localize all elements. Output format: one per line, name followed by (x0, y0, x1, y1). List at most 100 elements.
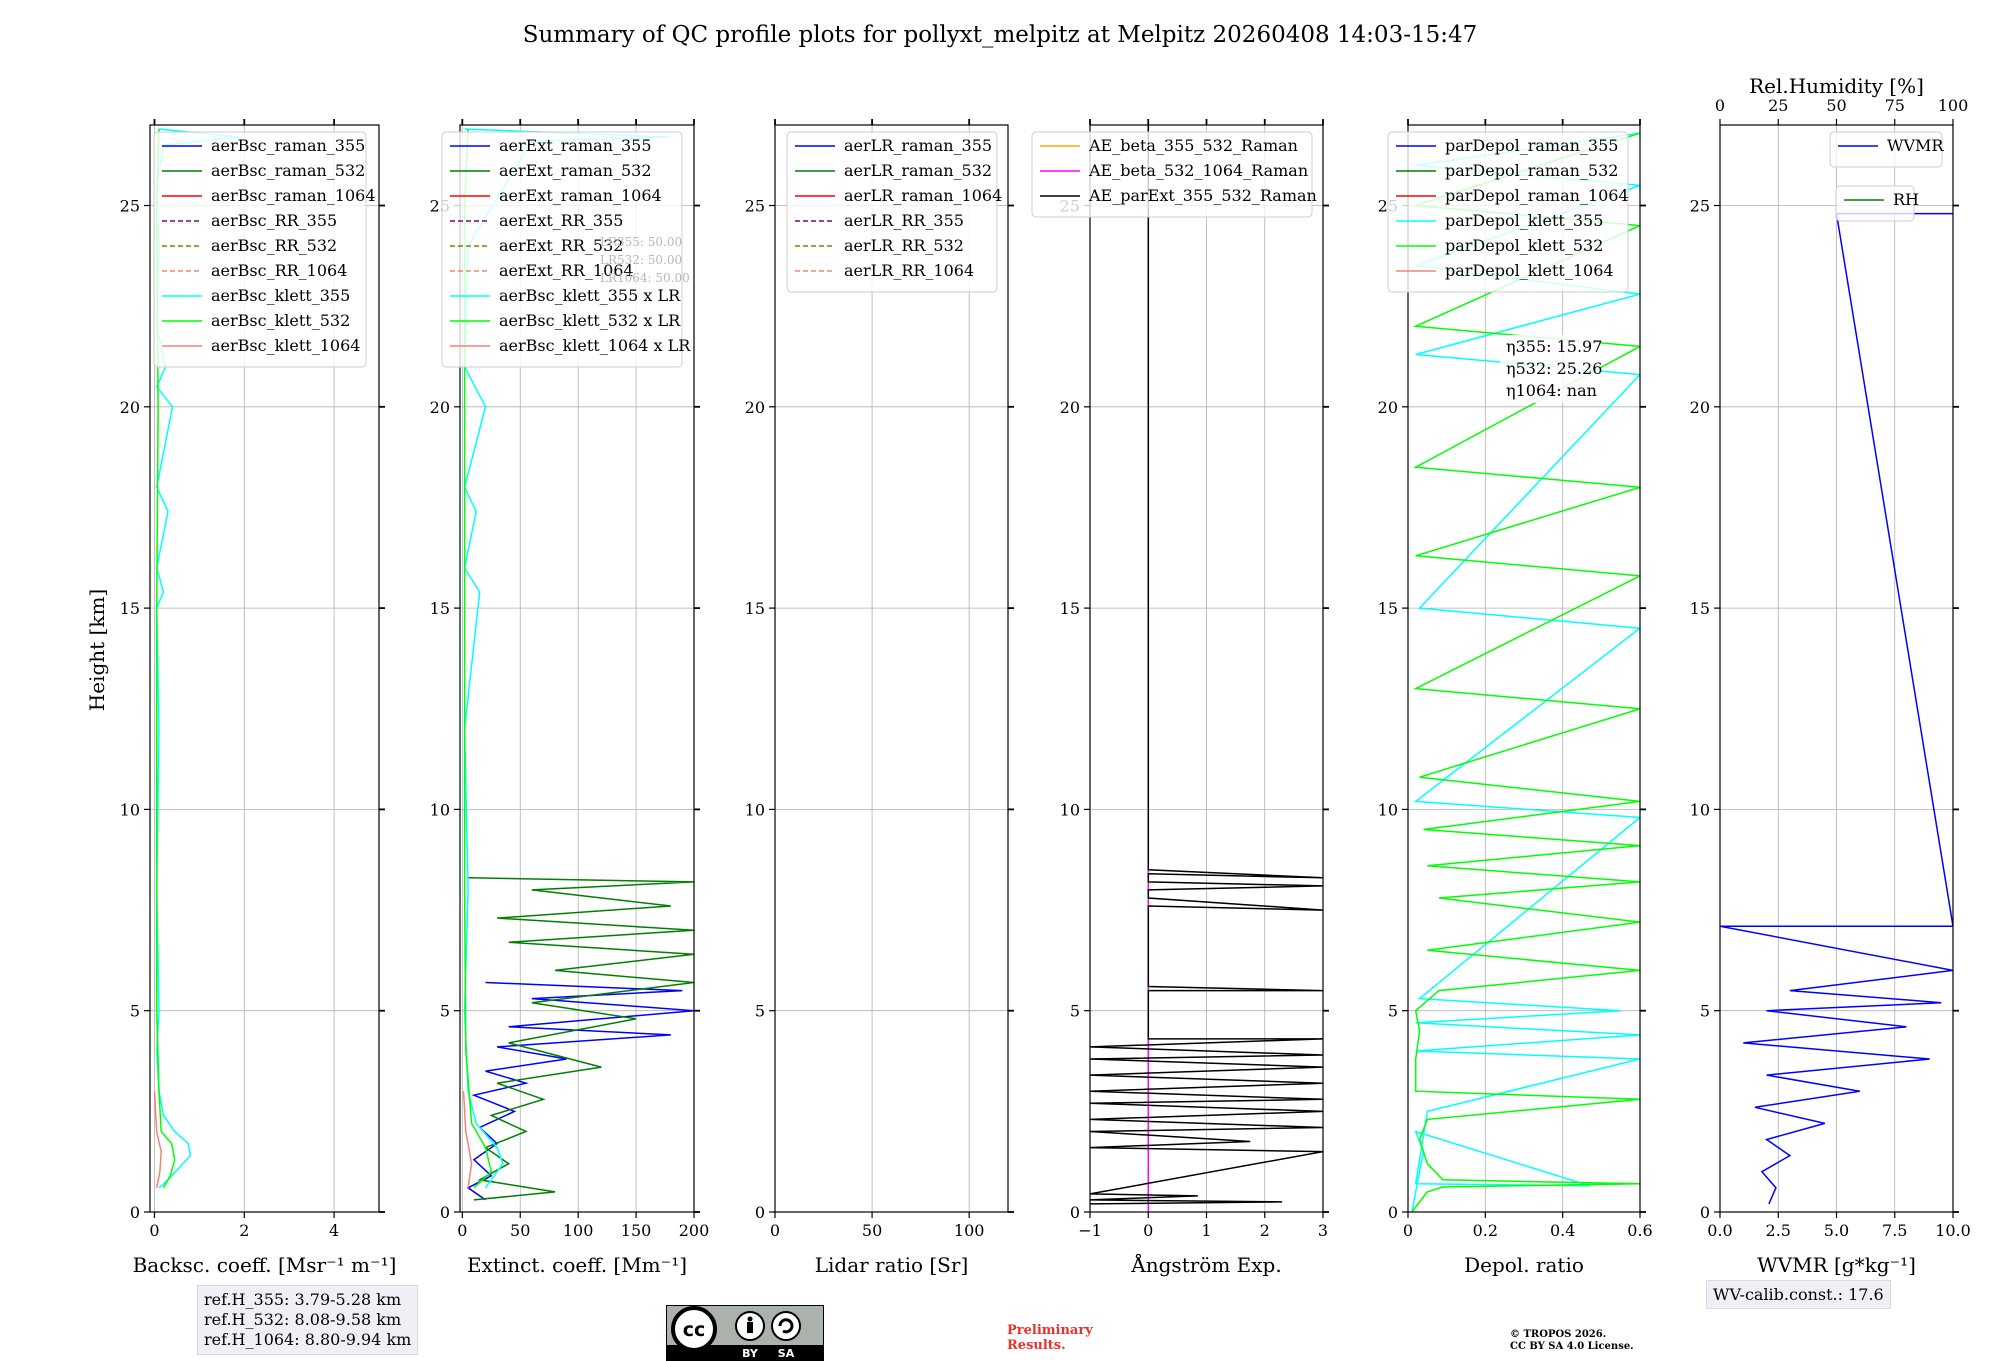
top-x-tick-label: 100 (1938, 96, 1969, 115)
copyright-line-2: CC BY SA 4.0 License. (1510, 1341, 1634, 1352)
legend-box (1387, 131, 1629, 293)
legend-entry: parDepol_raman_1064 (1445, 186, 1629, 205)
y-tick-label: 5 (1070, 1002, 1080, 1021)
y-tick-label: 0 (1700, 1203, 1710, 1222)
legend-box (153, 131, 367, 368)
legend-entry: aerBsc_klett_1064 x LR (499, 336, 691, 355)
legend-entry: parDepol_klett_532 (1445, 236, 1603, 255)
legend-box (1031, 131, 1313, 218)
legend-entry: AE_beta_532_1064_Raman (1088, 161, 1308, 180)
y-tick-label: 15 (1060, 599, 1080, 618)
legend-entry: WVMR (1887, 136, 1944, 155)
y-tick-label: 10 (1378, 800, 1398, 819)
x-tick-label: 0.2 (1473, 1221, 1498, 1240)
series-parDepol_klett_532 (1411, 132, 1640, 1212)
legend-backscatter (153, 131, 367, 368)
eta-value: η1064: nan (1506, 381, 1597, 400)
x-tick-label: 0 (149, 1221, 159, 1240)
y-tick-label: 20 (1690, 398, 1710, 417)
legend-entry: parDepol_raman_532 (1445, 161, 1618, 180)
eta-value: η532: 25.26 (1506, 359, 1602, 378)
lr-annotation: LR355: 50.00 (600, 235, 682, 249)
copyright-note: © TROPOS 2026. CC BY SA 4.0 License. (1510, 1329, 1634, 1353)
series-AE_parExt_355_532_Raman (1090, 125, 1323, 1205)
legend-entry: aerBsc_klett_1064 (211, 336, 360, 355)
x-tick-label: 100 (954, 1221, 985, 1240)
legend-entry: aerExt_raman_1064 (499, 186, 662, 205)
x-tick-label: 5.0 (1824, 1221, 1849, 1240)
eta-bg (1500, 335, 1600, 403)
series-aerBsc_klett_532 (155, 128, 176, 1189)
y-tick-label: 0 (440, 1203, 450, 1222)
top-x-axis-label: Rel.Humidity [%] (1749, 74, 1924, 98)
legend-entry: aerExt_RR_355 (499, 211, 623, 230)
legend-entry: parDepol_klett_1064 (1445, 261, 1614, 280)
x-tick-label: 150 (621, 1221, 652, 1240)
legend-entry: aerBsc_raman_532 (211, 161, 365, 180)
preliminary-results-note: Preliminary Results. (1007, 1323, 1093, 1353)
x-tick-label: 0 (1403, 1221, 1413, 1240)
y-tick-label: 5 (1700, 1002, 1710, 1021)
x-tick-label: 10.0 (1935, 1221, 1971, 1240)
x-tick-label: 7.5 (1882, 1221, 1907, 1240)
x-tick-label: 3 (1318, 1221, 1328, 1240)
y-tick-label: 0 (1388, 1203, 1398, 1222)
y-tick-label: 5 (1388, 1002, 1398, 1021)
ref-heights-box: ref.H_355: 3.79-5.28 km ref.H_532: 8.08-… (197, 1285, 419, 1355)
legend-entry: aerExt_RR_1064 (499, 261, 634, 280)
legend-extinction (441, 131, 683, 368)
y-tick-label: 20 (745, 398, 765, 417)
y-tick-label: 0 (1070, 1203, 1080, 1222)
y-tick-label: 0 (130, 1203, 140, 1222)
y-axis-label: Height [km] (85, 589, 109, 711)
legend-entry: aerLR_RR_532 (844, 236, 964, 255)
x-tick-label: 0.6 (1627, 1221, 1652, 1240)
x-tick-label: −1 (1078, 1221, 1102, 1240)
y-tick-label: 10 (1690, 800, 1710, 819)
x-axis-label-1: Backsc. coeff. [Msr⁻¹ m⁻¹] (133, 1253, 397, 1277)
legend-angstrom (1031, 131, 1313, 218)
series-WVMR (1720, 212, 1953, 1205)
panel-4 (1084, 119, 1329, 1218)
legend-entry: RH (1893, 190, 1919, 209)
cc-by-sa-badge: cc BY SA (666, 1305, 824, 1361)
x-tick-label: 4 (329, 1221, 339, 1240)
y-tick-label: 20 (120, 398, 140, 417)
plot-frame (459, 124, 695, 1213)
legend-entry: aerBsc_klett_355 (211, 286, 350, 305)
top-x-tick-label: 50 (1826, 96, 1846, 115)
x-axis-label-3: Lidar ratio [Sr] (815, 1253, 969, 1277)
legend-depol (1387, 131, 1629, 293)
y-tick-label: 25 (120, 197, 140, 216)
x-tick-label: 0 (1143, 1221, 1153, 1240)
figure-title: Summary of QC profile plots for pollyxt_… (522, 22, 1478, 48)
top-x-tick-label: 75 (1885, 96, 1905, 115)
lr-annotation: LR532: 50.00 (600, 253, 682, 267)
y-tick-label: 10 (430, 800, 450, 819)
panel-5 (1402, 119, 1646, 1218)
preliminary-line-2: Results. (1007, 1338, 1066, 1353)
y-tick-label: 15 (745, 599, 765, 618)
y-tick-label: 25 (745, 197, 765, 216)
legend-entry: aerBsc_klett_355 x LR (499, 286, 681, 305)
ref-height-1064: ref.H_1064: 8.80-9.94 km (204, 1330, 412, 1349)
x-tick-label: 0 (770, 1221, 780, 1240)
preliminary-line-1: Preliminary (1007, 1323, 1093, 1338)
x-tick-label: 0.4 (1550, 1221, 1575, 1240)
legend-entry: aerLR_RR_1064 (844, 261, 974, 280)
x-axis-label-6: WVMR [g*kg⁻¹] (1757, 1253, 1916, 1277)
x-tick-label: 2 (239, 1221, 249, 1240)
legend-entry: aerBsc_RR_355 (211, 211, 337, 230)
legend-entry: AE_beta_355_532_Raman (1088, 136, 1298, 155)
eta-value: η355: 15.97 (1506, 337, 1602, 356)
y-tick-label: 15 (120, 599, 140, 618)
plot-frame (774, 124, 1009, 1213)
x-tick-label: 100 (563, 1221, 594, 1240)
eta-box (1500, 335, 1600, 403)
y-tick-label: 15 (430, 599, 450, 618)
x-tick-label: 2 (1260, 1221, 1270, 1240)
legend-entry: aerBsc_raman_355 (211, 136, 365, 155)
series-parDepol_klett_355 (1411, 132, 1640, 1212)
legend-entry: AE_parExt_355_532_Raman (1088, 186, 1317, 205)
